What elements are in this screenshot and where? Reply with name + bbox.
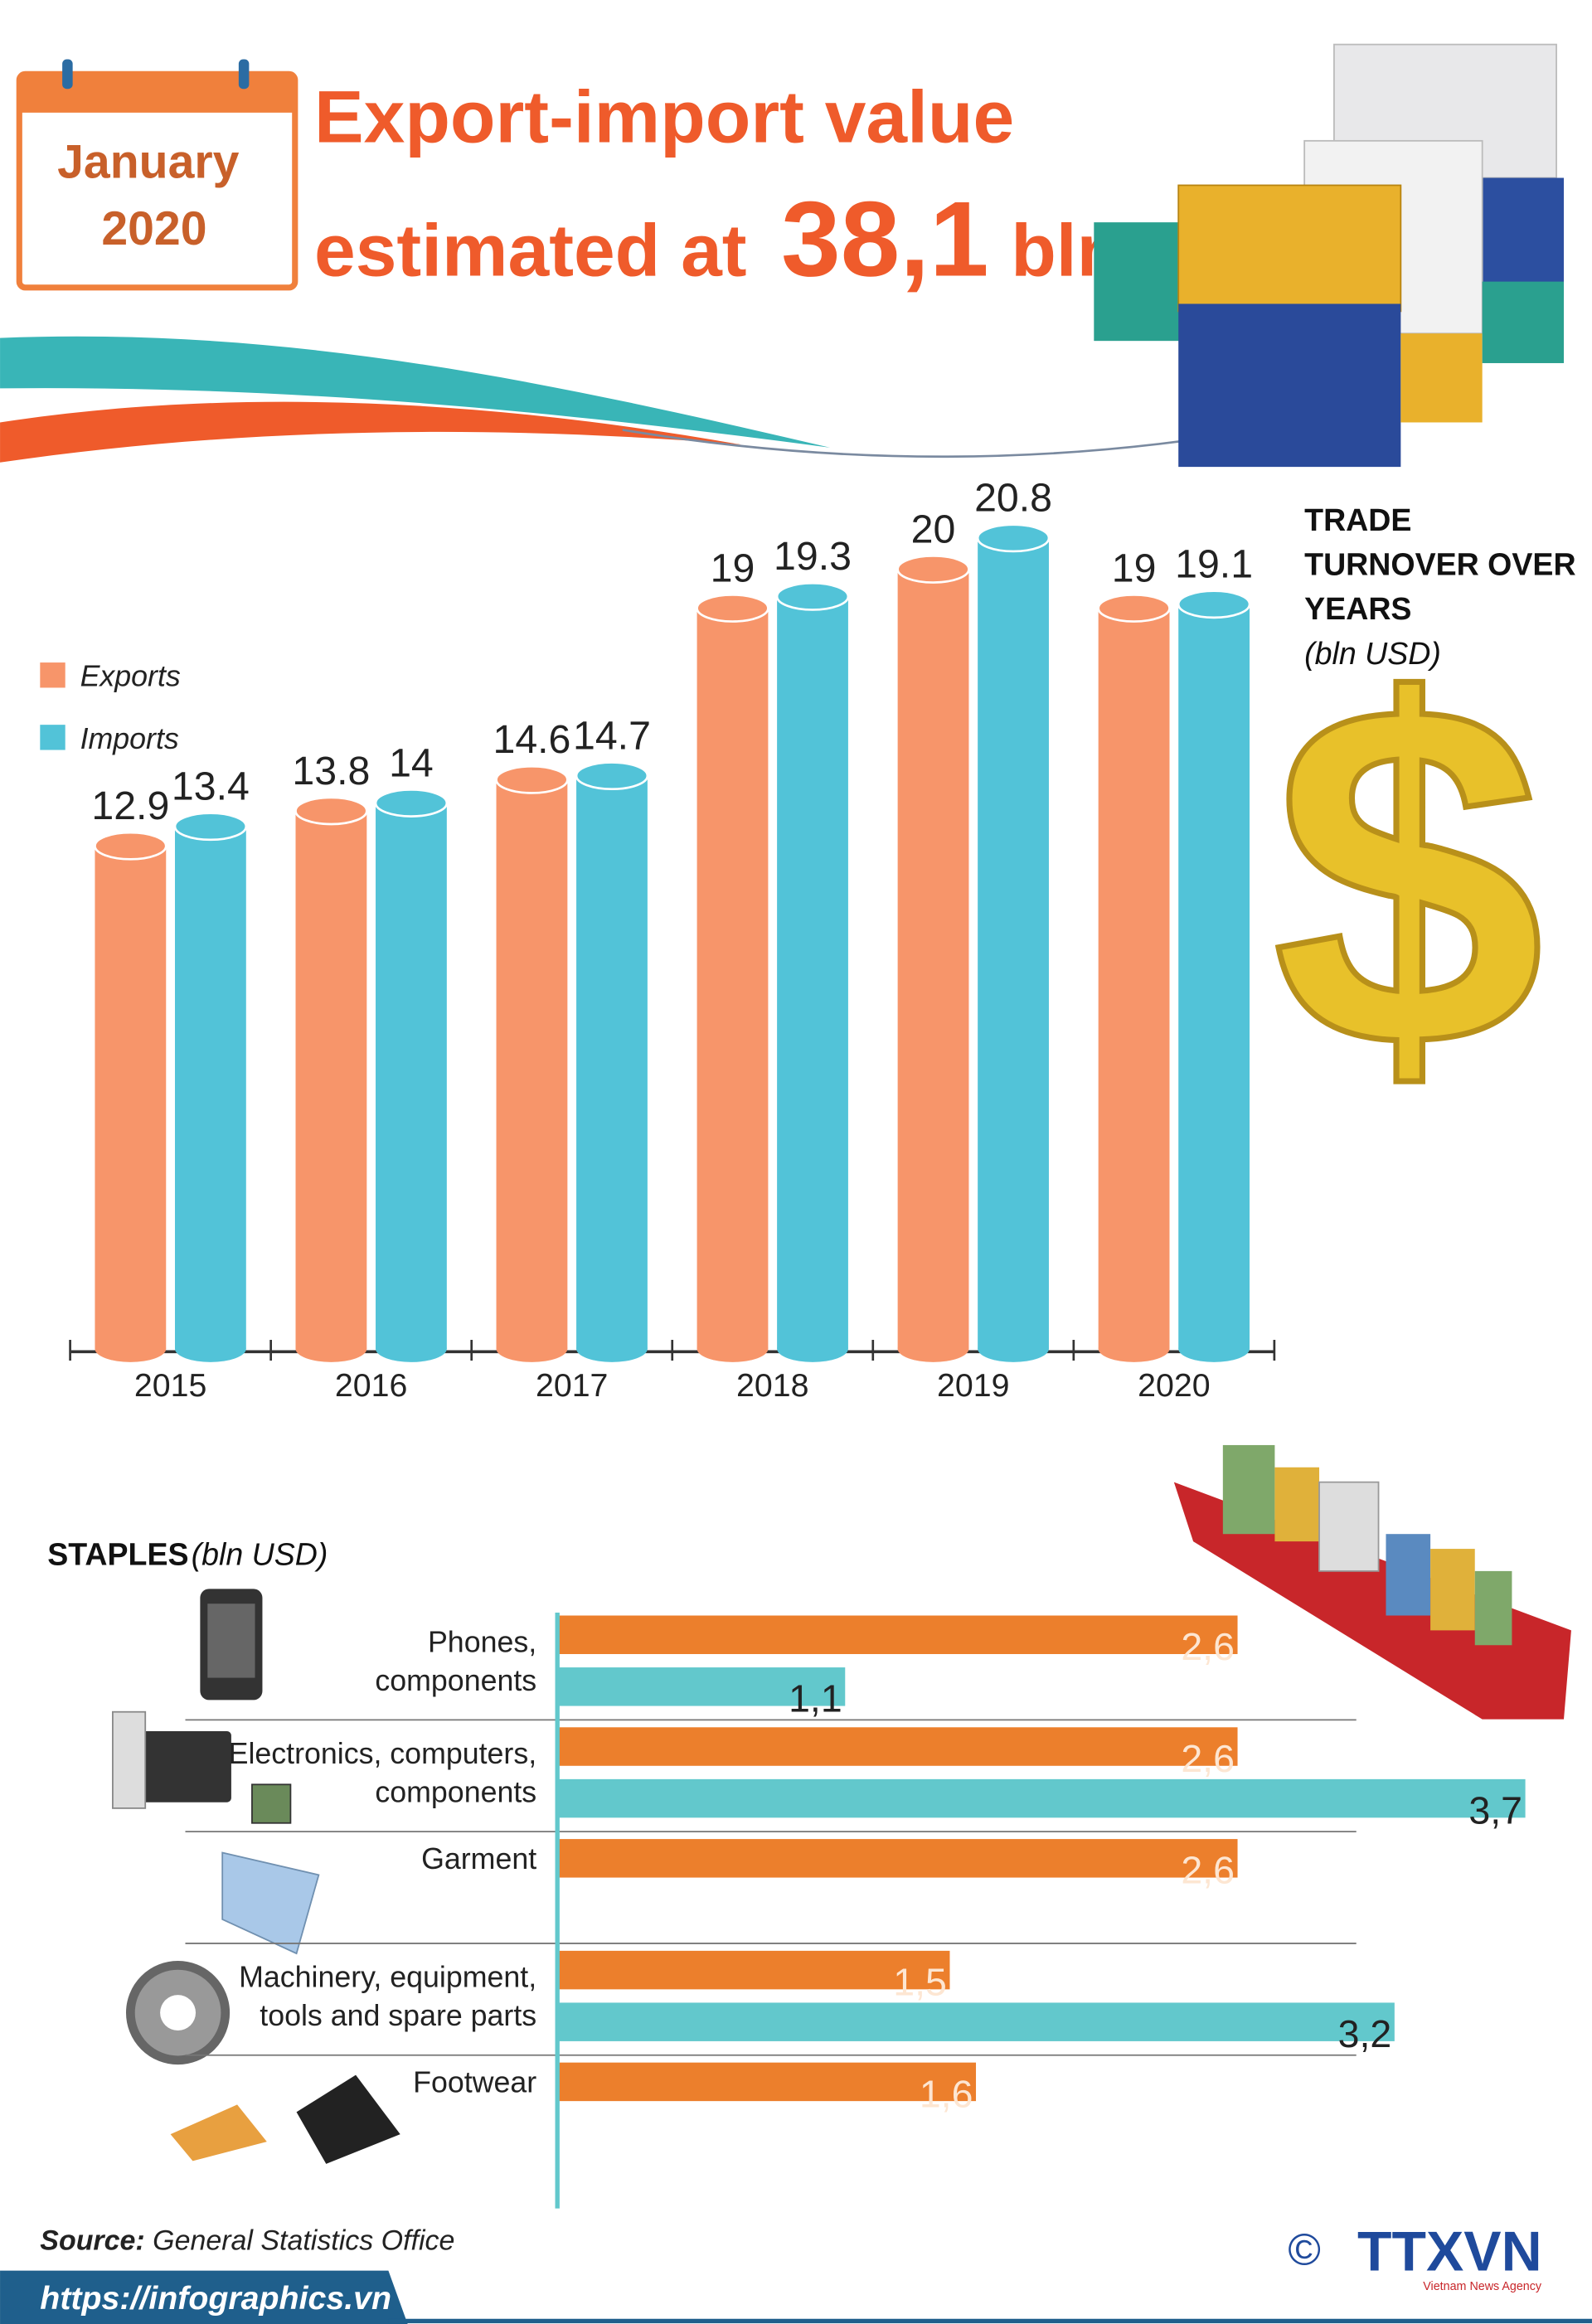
category-label: components [375,1664,536,1697]
chart-title: YEARS [1304,591,1411,626]
value-label: 14.6 [493,717,570,762]
bar [374,788,449,1362]
bar [575,761,649,1362]
logo-sub: Vietnam News Agency [1423,2280,1542,2293]
x-tick-label: 2019 [937,1367,1009,1404]
bar [294,796,368,1362]
title-value: 38,1 [781,179,988,298]
category-label: Phones, [428,1625,536,1658]
x-tick-label: 2015 [134,1367,206,1404]
x-tick-label: 2020 [1138,1367,1210,1404]
legend-label: Exports [80,660,181,693]
x-tick-label: 2018 [736,1367,808,1404]
copyright: © [1288,2225,1321,2274]
bar [557,1667,846,1706]
bar [557,1615,1238,1654]
source-text: General Statistics Office [153,2225,454,2257]
value-label: 14 [389,740,434,785]
value-label: 14.7 [573,713,651,758]
category-label: Garment [421,1842,536,1875]
value-label: 20 [911,507,956,551]
legend-label: Imports [80,722,179,755]
legend-swatch [40,662,66,688]
value-label: 19.3 [774,534,852,579]
category-label: components [375,1776,536,1809]
footer-band [0,2270,408,2324]
x-tick-label: 2016 [335,1367,407,1404]
bar [557,1727,1238,1766]
ship [1173,1444,1571,1720]
category-label: Machinery, equipment, [239,1961,536,1994]
source: Source: General Statistics Office [40,2225,454,2257]
value-label: 2,6 [1181,1737,1235,1780]
legend-swatch [40,725,66,750]
bar [173,812,248,1362]
value-label: 1,1 [789,1677,842,1720]
value-label: 20.8 [974,476,1052,521]
bar [557,1778,1526,1818]
logo: TTXVN [1357,2221,1542,2283]
bar [696,594,769,1362]
bar [557,1839,1238,1878]
bar [1177,589,1251,1362]
bar [896,555,970,1362]
month: January [57,136,240,189]
category-label: Footwear [413,2065,536,2098]
url: https://infographics.vn [40,2280,391,2317]
bar [557,1950,950,1990]
bar [94,831,167,1362]
value-label: 1,6 [920,2072,973,2115]
value-label: 2,6 [1181,1625,1235,1668]
icons [112,1589,400,2164]
value-label: 2,6 [1181,1849,1235,1892]
value-label: 3,7 [1468,1788,1522,1832]
source-label: Source: [40,2225,144,2257]
value-label: 13.8 [292,749,370,793]
bar [775,581,850,1362]
wave [0,336,831,448]
bar [557,2062,977,2102]
chart-title: TRADE [1304,502,1411,537]
calendar-ring [62,59,73,90]
chart-subtitle: (bln USD) [1304,636,1441,671]
chart-title: STAPLES [47,1537,188,1572]
value-label: 12.9 [91,784,169,828]
value-label: 19 [1112,546,1157,590]
title: estimated at [314,208,747,291]
bar [495,764,569,1362]
bar [557,2002,1395,2041]
x-tick-label: 2017 [536,1367,608,1404]
title: Export-import value [314,75,1014,158]
value-label: 3,2 [1338,2012,1392,2055]
chart-title: TURNOVER OVER [1304,547,1575,582]
calendar-ring [238,59,250,90]
category-label: tools and spare parts [260,1999,536,2032]
value-label: 19.1 [1175,542,1253,587]
bar [1097,594,1171,1362]
value-label: 13.4 [172,764,250,809]
calendar-band [19,74,295,113]
dollar-icon: $ [1272,603,1544,1149]
chart-subtitle: (bln USD) [192,1537,328,1572]
year: 2020 [101,202,206,255]
category-label: Electronics, computers, [229,1737,537,1770]
value-label: 1,5 [893,1961,947,2004]
bar [976,523,1051,1362]
wave [0,401,741,463]
containers [1094,43,1564,468]
value-label: 19 [711,546,755,590]
